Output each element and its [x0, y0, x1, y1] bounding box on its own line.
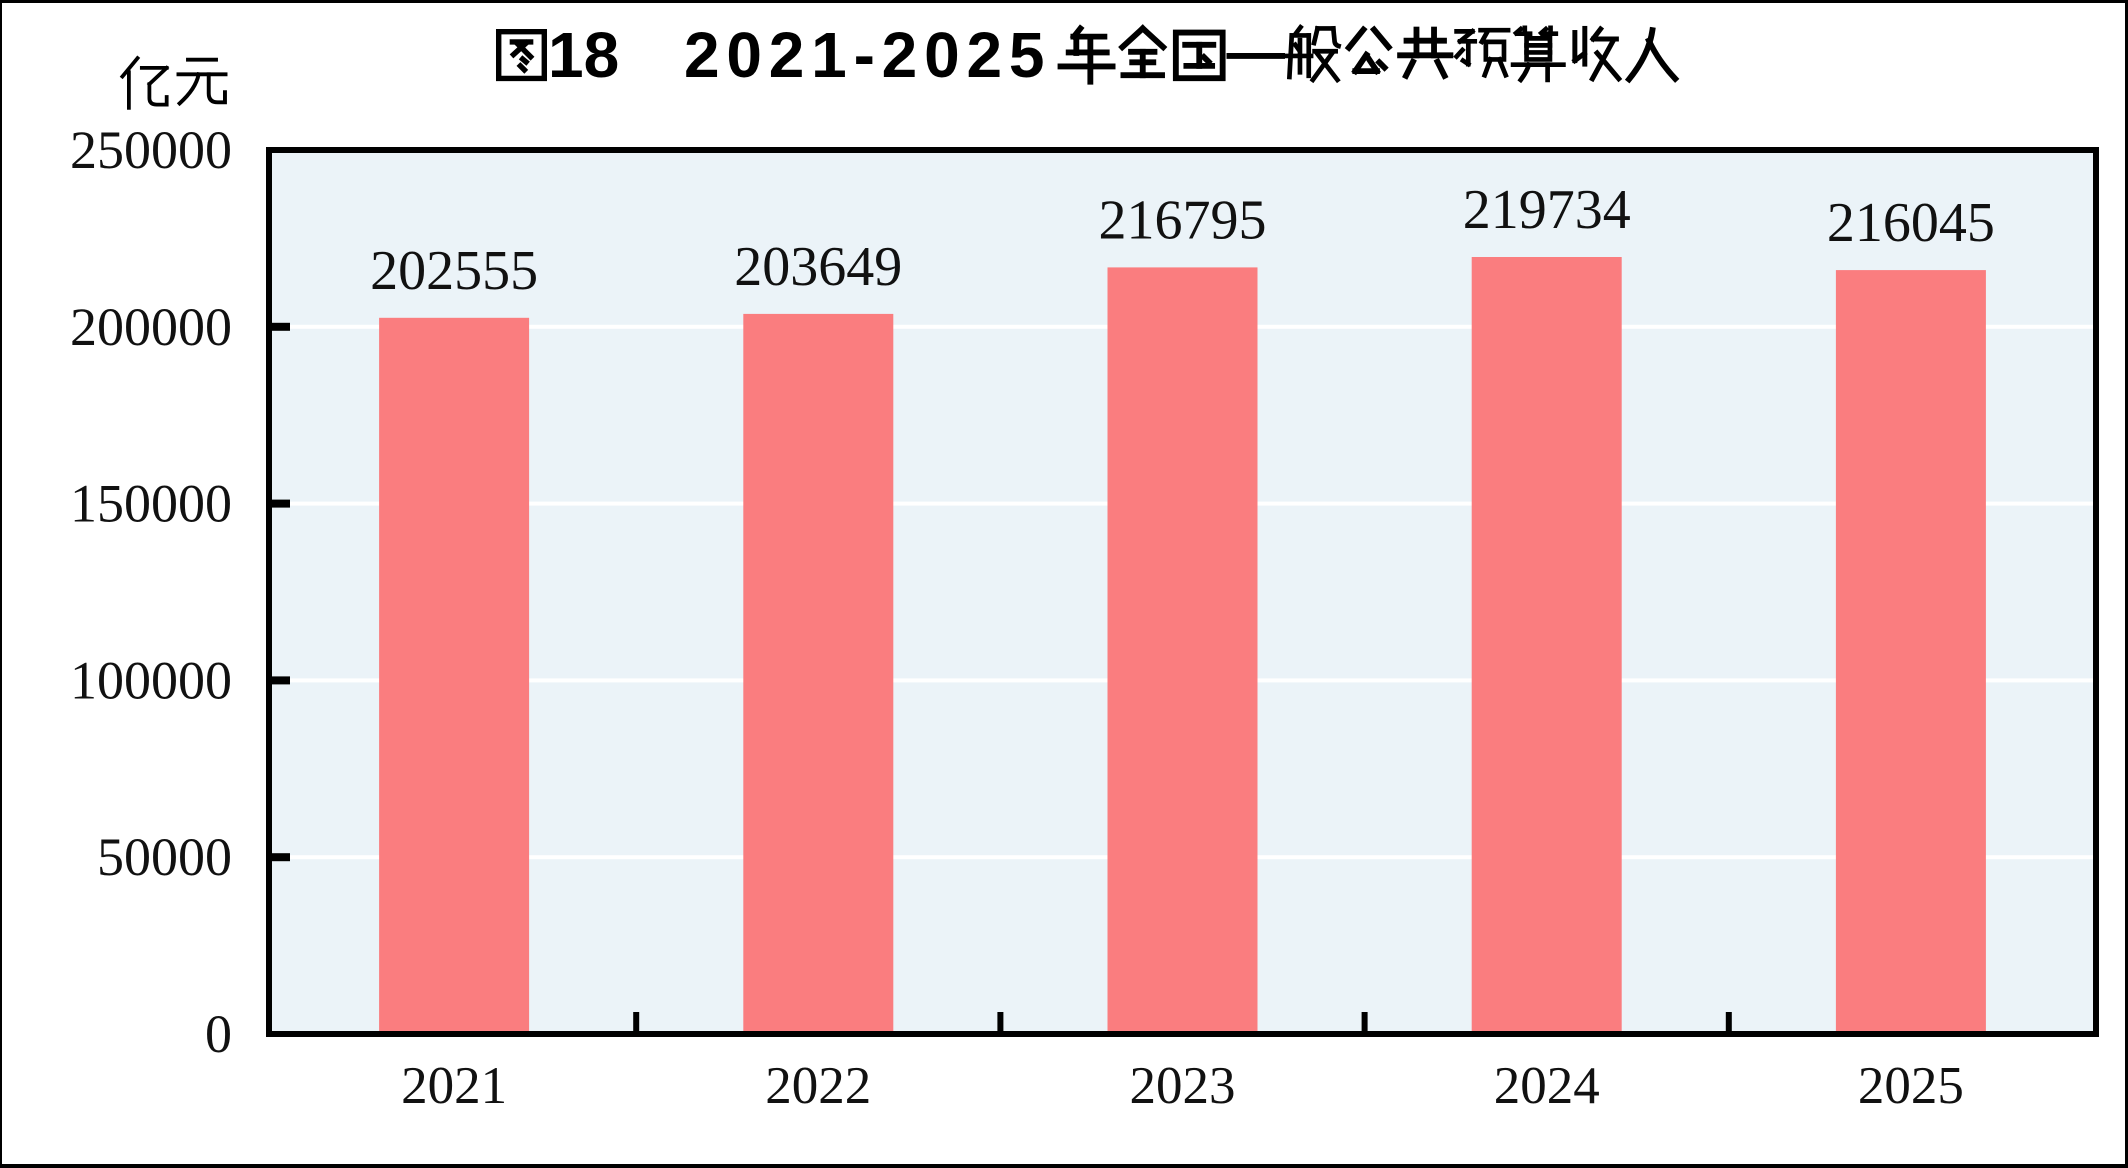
svg-text:150000: 150000 [70, 474, 232, 534]
svg-text:2023: 2023 [1130, 1057, 1236, 1115]
svg-text:216045: 216045 [1827, 192, 1995, 254]
svg-text:203649: 203649 [734, 236, 902, 298]
svg-text:2022: 2022 [765, 1057, 871, 1115]
svg-text:2021: 2021 [401, 1057, 507, 1115]
svg-text:18: 18 [548, 19, 619, 91]
svg-text:219734: 219734 [1463, 179, 1631, 241]
svg-text:2021-2025: 2021-2025 [684, 19, 1051, 91]
svg-text:216795: 216795 [1099, 189, 1267, 251]
svg-text:202555: 202555 [370, 240, 538, 302]
svg-text:100000: 100000 [70, 650, 232, 710]
svg-text:0: 0 [205, 1004, 232, 1064]
svg-text:200000: 200000 [70, 297, 232, 357]
svg-text:2025: 2025 [1858, 1057, 1964, 1115]
svg-text:50000: 50000 [97, 827, 232, 887]
svg-text:250000: 250000 [70, 120, 232, 180]
svg-text:2024: 2024 [1494, 1057, 1600, 1115]
